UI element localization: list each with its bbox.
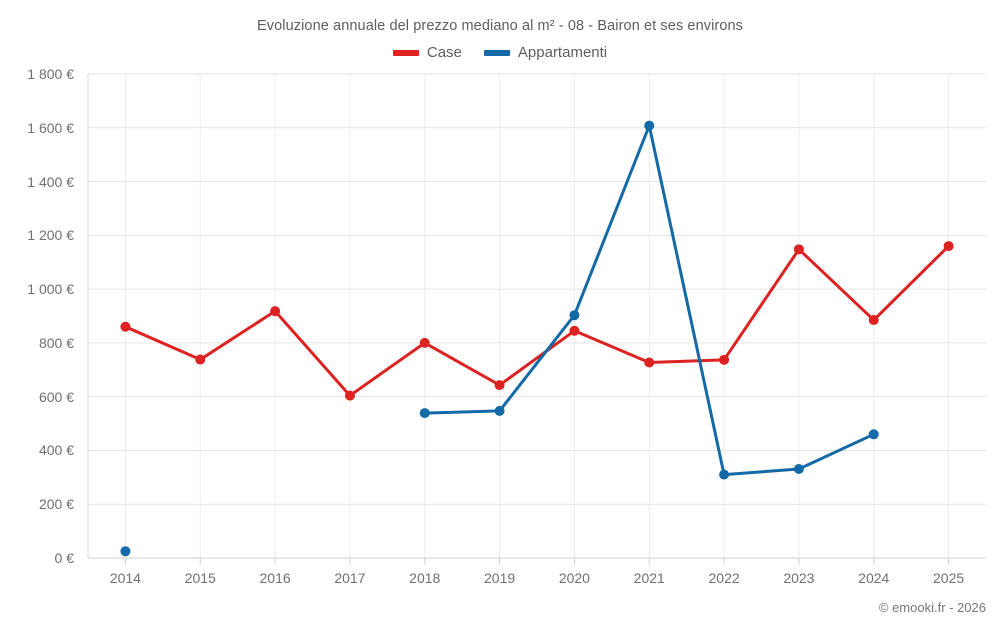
y-axis-tick-label: 1 400 € xyxy=(27,173,74,190)
data-point[interactable] xyxy=(943,241,954,252)
data-point[interactable] xyxy=(644,357,655,368)
y-axis-tick-label: 200 € xyxy=(38,496,74,513)
y-axis-tick-label: 0 € xyxy=(54,550,74,566)
x-axis-tick-label: 2020 xyxy=(558,570,590,586)
data-point[interactable] xyxy=(868,315,879,326)
x-axis-tick-label: 2014 xyxy=(109,570,141,586)
legend-label-appartamenti: Appartamenti xyxy=(517,44,608,61)
data-point[interactable] xyxy=(419,337,430,348)
data-point[interactable] xyxy=(569,325,580,336)
grid-lines-vertical xyxy=(124,74,950,558)
data-point[interactable] xyxy=(868,429,879,440)
footer-credit: © emooki.fr - 2026 xyxy=(878,600,986,615)
series-line xyxy=(123,244,951,398)
legend-item-appartamenti[interactable]: Appartamenti xyxy=(483,44,608,61)
data-point[interactable] xyxy=(494,380,505,391)
x-axis-tick-label: 2025 xyxy=(933,570,965,586)
data-point[interactable] xyxy=(120,546,131,557)
x-axis-tick-label: 2015 xyxy=(184,570,216,586)
x-axis-tick-label: 2016 xyxy=(259,570,291,586)
data-point[interactable] xyxy=(344,390,355,401)
data-point[interactable] xyxy=(569,310,580,321)
chart-legend: Case Appartamenti xyxy=(0,44,1000,61)
data-point[interactable] xyxy=(120,321,131,332)
legend-item-case[interactable]: Case xyxy=(392,44,462,61)
y-axis-tick-label: 1 800 € xyxy=(27,66,74,82)
legend-swatch-case xyxy=(392,49,419,56)
x-axis-tick-label: 2021 xyxy=(633,570,665,586)
chart-title: Evoluzione annuale del prezzo mediano al… xyxy=(256,18,744,34)
x-axis-tick-label: 2024 xyxy=(858,570,890,586)
data-point[interactable] xyxy=(644,120,655,131)
data-point[interactable] xyxy=(793,244,804,255)
data-point[interactable] xyxy=(719,354,730,365)
data-point[interactable] xyxy=(195,354,206,365)
data-point[interactable] xyxy=(494,405,505,416)
data-point[interactable] xyxy=(419,408,430,419)
grid-lines xyxy=(88,73,986,559)
series-case xyxy=(120,241,954,401)
data-point[interactable] xyxy=(270,306,281,317)
series-appartamenti xyxy=(120,120,879,557)
data-point[interactable] xyxy=(719,469,730,480)
y-axis-tick-label: 1 000 € xyxy=(27,281,74,298)
x-axis-tick-label: 2022 xyxy=(708,570,740,586)
x-axis-tick-label: 2017 xyxy=(334,570,366,586)
x-axis-tick-label: 2023 xyxy=(783,570,815,586)
y-axis-tick-label: 1 600 € xyxy=(27,119,74,136)
x-axis-tick-label: 2018 xyxy=(409,570,441,586)
y-axis-tick-label: 1 200 € xyxy=(27,227,74,244)
data-point[interactable] xyxy=(793,463,804,474)
y-axis-tick-label: 400 € xyxy=(38,442,74,459)
legend-label-case: Case xyxy=(426,44,462,61)
legend-swatch-appartamenti xyxy=(483,49,510,56)
y-axis-tick-label: 600 € xyxy=(38,388,74,405)
x-axis-ticks xyxy=(124,558,950,565)
x-axis-tick-label: 2019 xyxy=(484,570,516,586)
y-axis-tick-label: 800 € xyxy=(38,334,74,351)
